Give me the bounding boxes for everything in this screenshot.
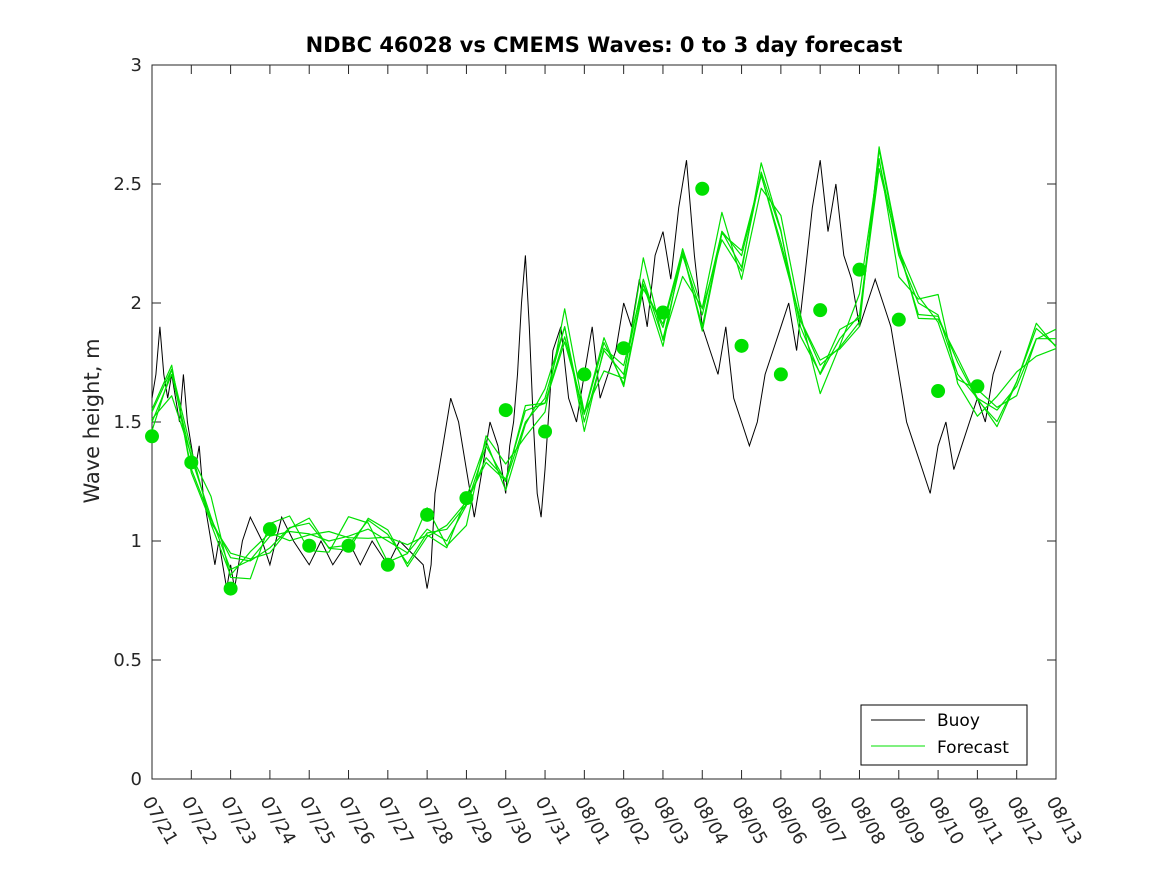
forecast-point	[420, 507, 435, 522]
forecast-point	[223, 581, 238, 596]
forecast-point	[616, 341, 631, 356]
forecast-point	[695, 181, 710, 196]
forecast-point	[262, 522, 277, 537]
forecast-line	[151, 158, 1057, 580]
y-axis-label: Wave height, m	[80, 338, 104, 503]
forecast-point	[380, 557, 395, 572]
forecast-point	[931, 384, 946, 399]
forecast-point	[734, 338, 749, 353]
forecast-point	[184, 455, 199, 470]
forecast-line	[151, 162, 1057, 576]
y-tick-label: 0	[131, 769, 142, 790]
forecast-point	[773, 367, 788, 382]
forecast-point	[577, 367, 592, 382]
legend: Buoy Forecast	[860, 704, 1028, 766]
forecast-point	[498, 403, 513, 418]
forecast-point	[341, 538, 356, 553]
forecast-point	[852, 262, 867, 277]
forecast-point	[538, 424, 553, 439]
y-tick-label: 2.5	[113, 174, 142, 195]
chart-title: NDBC 46028 vs CMEMS Waves: 0 to 3 day fo…	[306, 33, 903, 57]
forecast-point	[970, 379, 985, 394]
legend-box	[860, 704, 1028, 766]
y-tick-label: 1.5	[113, 412, 142, 433]
forecast-point	[302, 538, 317, 553]
forecast-point	[891, 312, 906, 327]
y-tick-label: 2	[131, 293, 142, 314]
forecast-point	[145, 429, 159, 444]
y-tick-label: 3	[131, 55, 142, 76]
forecast-point	[655, 305, 670, 320]
forecast-point	[459, 491, 474, 506]
legend-buoy-label: Buoy	[937, 711, 980, 731]
forecast-line	[151, 146, 1057, 568]
forecast-point	[813, 303, 828, 318]
legend-forecast-label: Forecast	[937, 738, 1009, 758]
y-tick-label: 0.5	[113, 650, 142, 671]
y-tick-label: 1	[131, 531, 142, 552]
